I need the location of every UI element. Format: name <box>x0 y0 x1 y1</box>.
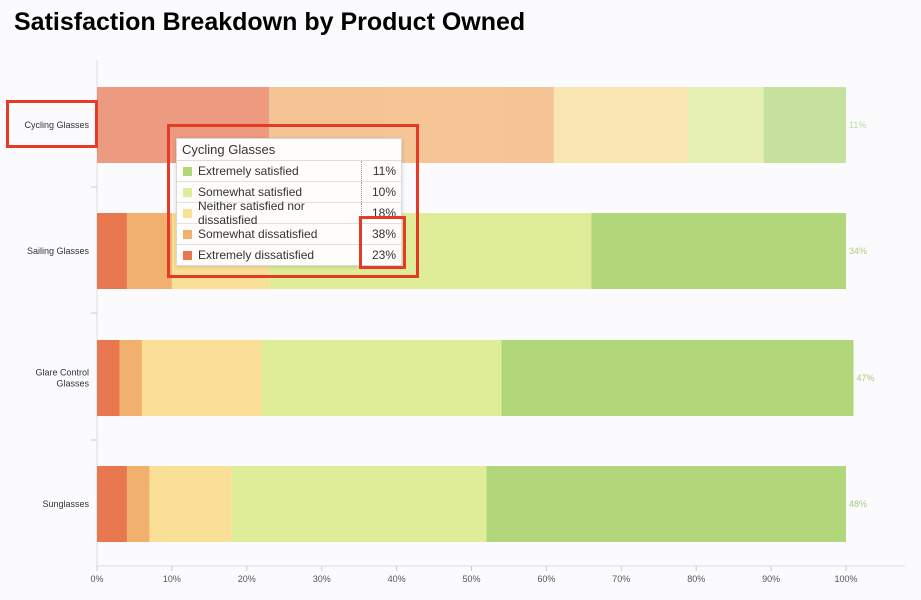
bar-segment[interactable] <box>141 340 262 416</box>
bar-segment[interactable] <box>97 340 120 416</box>
tooltip-label: Somewhat satisfied <box>198 185 303 199</box>
data-label: 48% <box>849 499 867 509</box>
tooltip-label: Extremely dissatisfied <box>198 248 315 262</box>
bar-segment[interactable] <box>231 466 487 542</box>
data-label: 11% <box>849 120 866 130</box>
category-label: Sunglasses <box>42 499 89 509</box>
data-label: 47% <box>856 373 874 383</box>
bar-segment[interactable] <box>553 87 689 163</box>
tooltip-value: 11% <box>361 161 401 181</box>
tooltip-label: Extremely satisfied <box>198 164 299 178</box>
category-label: Glare Control <box>35 368 89 378</box>
bar-segment[interactable] <box>763 87 846 163</box>
x-tick-label: 50% <box>462 574 480 584</box>
legend-swatch <box>183 229 192 239</box>
legend-swatch <box>183 187 192 197</box>
tooltip-row: Somewhat dissatisfied 38% <box>177 224 401 245</box>
bar-segment[interactable] <box>119 340 142 416</box>
bar-row[interactable]: 4%3%11%34%48% <box>97 466 867 542</box>
x-tick-label: 90% <box>762 574 780 584</box>
legend-swatch <box>183 250 192 260</box>
bar-row[interactable]: 3%3%16%32%47% <box>97 340 875 416</box>
bar-segment[interactable] <box>688 87 764 163</box>
bar-segment[interactable] <box>126 213 172 289</box>
legend-swatch <box>183 166 192 176</box>
tooltip: Cycling Glasses Extremely satisfied 11% So… <box>176 138 402 266</box>
bar-segment[interactable] <box>261 340 502 416</box>
annotation-box-values <box>359 216 406 269</box>
x-tick-label: 80% <box>687 574 705 584</box>
x-tick-label: 60% <box>537 574 555 584</box>
bar-segment[interactable] <box>97 466 127 542</box>
category-label: Sailing Glasses <box>27 246 90 256</box>
bar-segment[interactable] <box>591 213 846 289</box>
x-tick-label: 20% <box>238 574 256 584</box>
x-tick-label: 40% <box>388 574 406 584</box>
x-tick-label: 100% <box>834 574 857 584</box>
annotation-box-tooltip <box>167 124 419 278</box>
tooltip-row: Extremely dissatisfied 23% <box>177 245 401 265</box>
tooltip-value: 10% <box>361 182 401 202</box>
x-tick-label: 30% <box>313 574 331 584</box>
x-tick-label: 10% <box>163 574 181 584</box>
category-label: Glasses <box>56 379 89 389</box>
tooltip-label: Neither satisfied nor dissatisfied <box>198 199 305 227</box>
bar-segment[interactable] <box>126 466 150 542</box>
category-label: Cycling Glasses <box>24 120 89 130</box>
bar-segment[interactable] <box>501 340 854 416</box>
bar-segment[interactable] <box>149 466 232 542</box>
x-tick-label: 70% <box>612 574 630 584</box>
x-tick-label: 0% <box>90 574 103 584</box>
tooltip-label: Somewhat dissatisfied <box>198 227 318 241</box>
tooltip-row: Somewhat satisfied 10% <box>177 182 401 203</box>
tooltip-row: Extremely satisfied 11% <box>177 161 401 182</box>
bar-segment[interactable] <box>97 213 127 289</box>
bar-segment[interactable] <box>486 466 846 542</box>
annotation-box-category <box>6 100 98 148</box>
chart-title: Satisfaction Breakdown by Product Owned <box>14 8 526 36</box>
tooltip-row: Neither satisfied nor dissatisfied 18% <box>177 199 401 227</box>
legend-swatch <box>183 208 192 218</box>
data-label: 34% <box>849 246 867 256</box>
tooltip-title: Cycling Glasses <box>177 139 401 161</box>
